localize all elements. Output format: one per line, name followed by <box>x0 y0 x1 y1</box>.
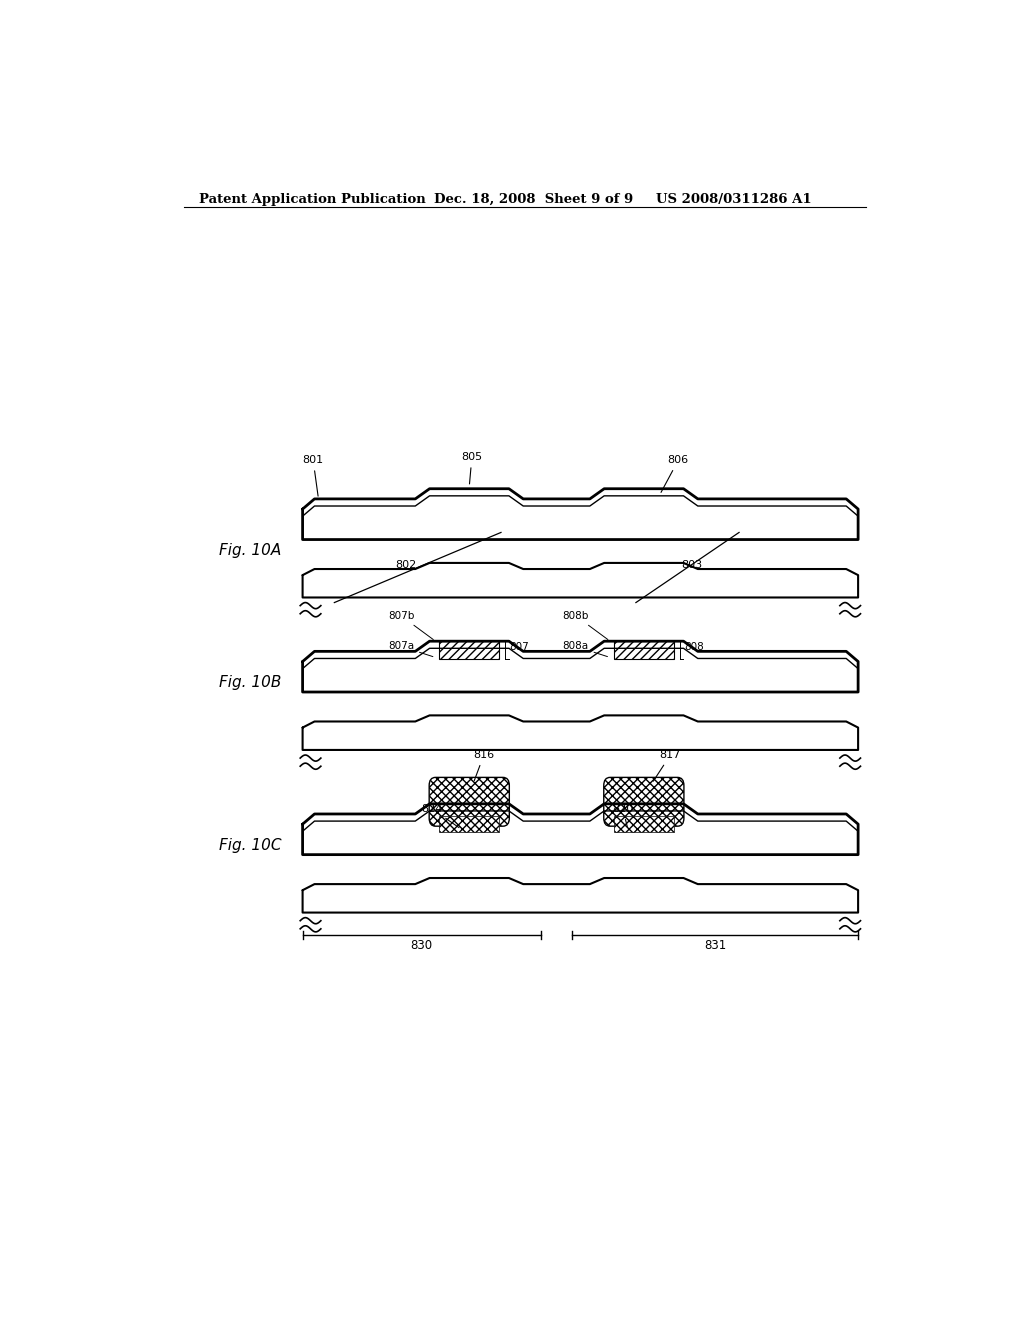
Text: 807b: 807b <box>388 611 433 640</box>
Text: 805: 805 <box>461 453 482 484</box>
Text: 817: 817 <box>653 750 681 781</box>
Text: US 2008/0311286 A1: US 2008/0311286 A1 <box>655 193 811 206</box>
Bar <box>439 804 499 816</box>
Text: 816: 816 <box>473 750 495 781</box>
Text: Fig. 10A: Fig. 10A <box>219 543 282 558</box>
Text: Dec. 18, 2008  Sheet 9 of 9: Dec. 18, 2008 Sheet 9 of 9 <box>433 193 633 206</box>
Text: 807a: 807a <box>388 642 433 656</box>
Text: 830: 830 <box>411 939 433 952</box>
FancyBboxPatch shape <box>604 777 684 826</box>
Bar <box>439 642 499 660</box>
Bar <box>614 804 674 816</box>
Text: 820: 820 <box>612 804 634 826</box>
Text: 808: 808 <box>684 643 703 652</box>
FancyBboxPatch shape <box>429 777 509 826</box>
Text: 802: 802 <box>395 560 417 570</box>
Bar <box>614 642 674 660</box>
Text: 808a: 808a <box>562 642 607 656</box>
Text: 808b: 808b <box>562 611 608 640</box>
Text: 831: 831 <box>705 939 726 952</box>
FancyBboxPatch shape <box>614 816 674 833</box>
Text: 807: 807 <box>509 643 529 652</box>
Text: Fig. 10C: Fig. 10C <box>219 838 282 853</box>
Text: 801: 801 <box>303 455 324 496</box>
Text: Fig. 10B: Fig. 10B <box>219 676 282 690</box>
Text: 806: 806 <box>662 455 689 492</box>
FancyBboxPatch shape <box>439 816 499 833</box>
Text: 803: 803 <box>681 560 702 570</box>
Text: 824: 824 <box>422 804 459 828</box>
Text: Patent Application Publication: Patent Application Publication <box>200 193 426 206</box>
